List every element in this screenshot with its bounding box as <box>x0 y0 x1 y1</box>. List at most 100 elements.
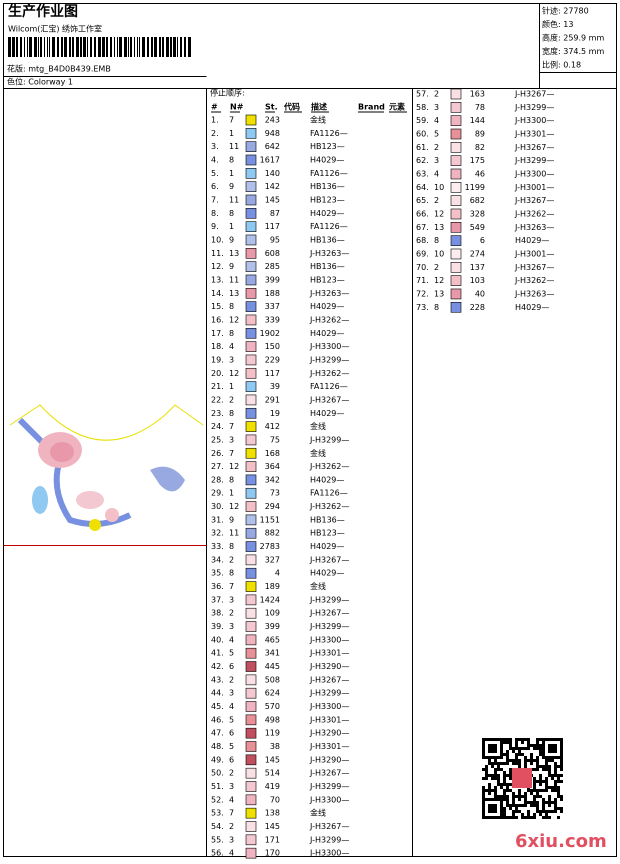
qr-module <box>518 762 521 765</box>
bar <box>142 37 145 57</box>
qr-module <box>518 759 521 762</box>
description: FA1126— <box>310 129 348 138</box>
needle: 8 <box>229 302 234 311</box>
swatch <box>245 487 257 499</box>
stitches: 87 <box>270 209 280 218</box>
needle: 4 <box>229 635 234 644</box>
stop: 26. <box>211 449 224 458</box>
stitches: 291 <box>265 395 280 404</box>
description: J-H3001— <box>514 183 554 192</box>
needle: 6 <box>229 729 234 738</box>
qr-module <box>533 795 536 798</box>
qr-module <box>554 762 557 765</box>
stitches: 1199 <box>465 183 485 192</box>
swatch <box>245 341 257 352</box>
needle: 1 <box>229 382 234 391</box>
qr-module <box>509 789 512 792</box>
description: H4029— <box>310 209 344 218</box>
qr-module <box>521 738 524 741</box>
qr-module <box>518 792 521 795</box>
qr-module <box>485 774 488 777</box>
needle: 3 <box>229 782 234 791</box>
qr-module <box>554 801 557 804</box>
stop: 70. <box>416 263 429 272</box>
bar <box>102 37 105 57</box>
qr-module <box>536 768 539 771</box>
qr-module <box>554 747 557 750</box>
qr-module <box>545 801 548 804</box>
qr-module <box>557 816 560 819</box>
qr-module <box>518 738 521 741</box>
qr-module <box>560 747 563 750</box>
qr-module <box>497 783 500 786</box>
bar <box>27 37 28 57</box>
qr-module <box>488 807 491 810</box>
bar <box>130 37 132 57</box>
qr-module <box>500 810 503 813</box>
stop: 12. <box>211 262 224 271</box>
stop: 28. <box>211 475 224 484</box>
swatch <box>245 701 257 712</box>
description: J-H3299— <box>514 156 554 165</box>
swatch <box>245 754 257 766</box>
qr-module <box>515 810 518 813</box>
stitches: 1151 <box>260 515 280 524</box>
bar <box>47 37 48 57</box>
qr-module <box>545 783 548 786</box>
qr-module <box>527 789 530 792</box>
description: HB123— <box>310 142 345 151</box>
qr-module <box>536 807 539 810</box>
stop: 58. <box>416 103 429 112</box>
description: J-H3300— <box>514 169 554 178</box>
qr-module <box>488 747 491 750</box>
qr-module <box>533 783 536 786</box>
qr-module <box>518 747 521 750</box>
needle: 4 <box>434 116 439 125</box>
qr-module <box>509 747 512 750</box>
qr-module <box>506 795 509 798</box>
needle: 3 <box>229 355 234 364</box>
description: J-H3267— <box>309 609 349 618</box>
qr-module <box>557 789 560 792</box>
needle: 4 <box>434 169 439 178</box>
qr-module <box>506 786 509 789</box>
qr-module <box>551 789 554 792</box>
qr-module <box>539 750 542 753</box>
border <box>3 3 617 857</box>
qr-module <box>491 810 494 813</box>
description: J-H3300— <box>309 342 349 351</box>
qr-module <box>509 816 512 819</box>
qr-module <box>539 789 542 792</box>
description: J-H3262— <box>309 369 349 378</box>
qr-module <box>542 756 545 759</box>
needle: 9 <box>229 515 234 524</box>
swatch <box>245 794 257 806</box>
qr-module <box>539 753 542 756</box>
needle: 1 <box>229 169 234 178</box>
stitches: 229 <box>265 355 280 364</box>
swatch <box>245 634 257 646</box>
stop: 72. <box>416 289 429 298</box>
stop: 14. <box>211 289 224 298</box>
qr-module <box>515 762 518 765</box>
qr-module <box>506 762 509 765</box>
swatch <box>245 394 257 406</box>
qr-module <box>554 756 557 759</box>
qr-module <box>545 780 548 783</box>
qr-module <box>551 750 554 753</box>
needle: 3 <box>229 622 234 631</box>
qr-module <box>506 816 509 819</box>
qr-module <box>494 795 497 798</box>
stop: 44. <box>211 689 224 698</box>
design: 花版: mtg_B4D0B439.EMB <box>7 64 111 74</box>
qr-module <box>542 738 545 741</box>
qr-module <box>539 777 542 780</box>
bar <box>106 37 108 57</box>
qr-module <box>560 810 563 813</box>
stop: 46. <box>211 715 224 724</box>
stitches: 882 <box>265 529 280 538</box>
needle: 11 <box>229 529 239 538</box>
description: J-H3262— <box>309 502 349 511</box>
qr-module <box>494 786 497 789</box>
qr-module <box>542 750 545 753</box>
